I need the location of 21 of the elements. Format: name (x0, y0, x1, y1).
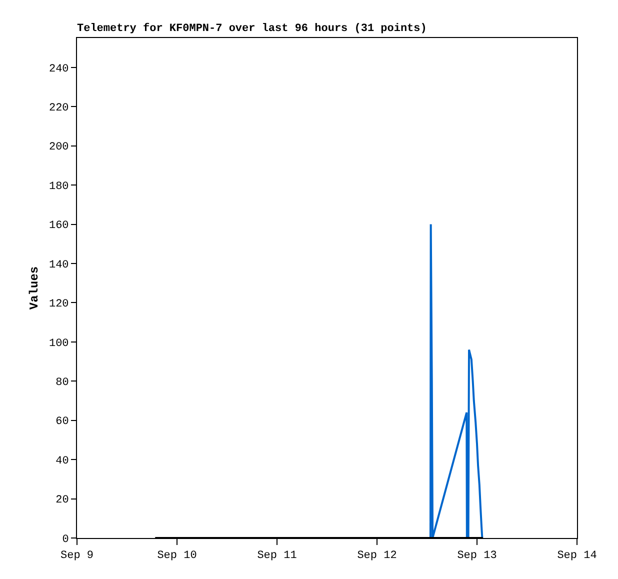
y-tick-label: 60 (56, 416, 69, 428)
x-tick-label: Sep 14 (557, 550, 598, 562)
chart-title: Telemetry for KF0MPN-7 over last 96 hours (31 points) (77, 22, 427, 35)
y-tick-label: 180 (48, 180, 69, 193)
y-tick-label: 160 (48, 220, 69, 232)
x-tick-label: Sep 13 (457, 550, 497, 562)
y-tick-label: 240 (48, 63, 69, 76)
y-tick-label: 80 (56, 376, 69, 389)
y-tick-label: 220 (48, 102, 69, 114)
y-tick-label: 100 (48, 338, 69, 350)
x-tick-label: Sep 9 (60, 550, 94, 562)
y-tick-label: 20 (56, 494, 69, 507)
y-axis-title: Values (27, 266, 42, 310)
y-tick-label: 200 (48, 142, 69, 154)
x-tick-label: Sep 12 (357, 550, 397, 562)
y-tick-label: 0 (62, 534, 69, 546)
x-tick-label: Sep 10 (157, 550, 197, 562)
y-tick-label: 40 (56, 455, 69, 468)
x-tick-label: Sep 11 (257, 550, 298, 562)
y-tick-label: 120 (48, 298, 69, 311)
y-tick-label: 140 (48, 259, 69, 272)
